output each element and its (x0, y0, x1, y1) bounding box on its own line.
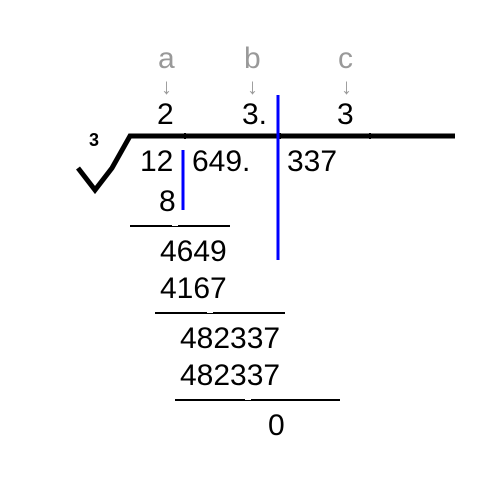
radical-index: 3 (89, 130, 99, 151)
arrow-b: ↓ (247, 74, 258, 100)
work-line2: 4649 (160, 235, 227, 269)
work-line6: 0 (268, 409, 285, 443)
arrow-a: ↓ (161, 74, 172, 100)
radical-path (78, 136, 455, 190)
cube-root-diagram: a b c ↓ ↓ ↓ 2 3. 3 3 12 649. 337 8 4649 … (0, 0, 500, 500)
work-line1: 8 (159, 185, 176, 219)
work-line4: 482337 (180, 322, 280, 356)
result-d2: 3. (242, 98, 267, 132)
label-a: a (158, 42, 175, 76)
work-line5: 482337 (180, 359, 280, 393)
work-line3: 4167 (160, 272, 227, 306)
label-b: b (244, 42, 261, 76)
arrow-c: ↓ (341, 74, 352, 100)
result-d3: 3 (337, 98, 354, 132)
label-c: c (338, 42, 353, 76)
result-d1: 2 (157, 98, 174, 132)
radicand-g2: 649. (192, 145, 250, 179)
radicand-g3: 337 (287, 145, 337, 179)
radicand-g1: 12 (140, 145, 173, 179)
